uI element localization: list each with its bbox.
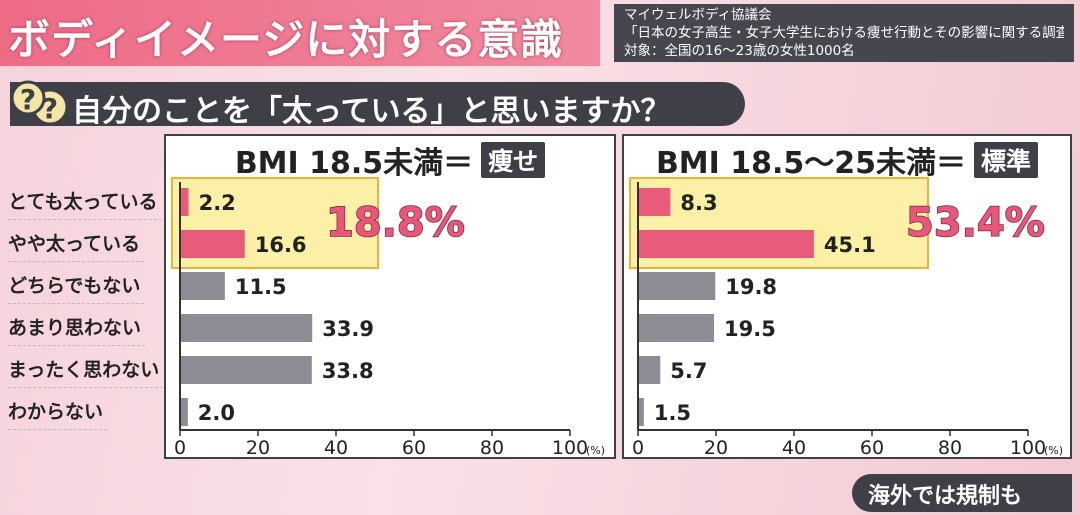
data-label: 1.5 [654,401,691,425]
bar [180,230,245,258]
category-label: とても太っている [8,191,162,220]
category-label: まったく思わない [8,359,164,388]
svg-text:?: ? [20,83,36,116]
chart-title-main: BMI 18.5未満＝ [234,146,474,181]
source-organization: マイウェルボディ協議会 [624,7,772,23]
highlight-total: 18.8% [326,200,465,246]
source-target: 対象：全国の16〜23歳の女性1000名 [624,43,855,59]
bar [180,188,189,216]
category-label: やや太っている [8,233,145,262]
data-label: 33.8 [322,359,374,383]
category-label: わからない [8,401,108,430]
chart-title: BMI 18.5〜25未満＝ 標準 [624,138,1070,181]
svg-text:?: ? [42,92,58,125]
question-band [10,82,745,126]
data-label: 33.9 [322,317,374,341]
x-tick-label: 20 [704,437,728,459]
data-label: 45.1 [824,233,876,257]
chart-title: BMI 18.5未満＝ 痩せ [166,138,614,181]
question-marks-icon: ? ? [10,80,66,126]
chart-title-main: BMI 18.5〜25未満＝ [655,146,967,181]
x-tick-label: 100 [1010,437,1046,459]
axis-unit: (%) [586,444,605,457]
x-tick-label: 80 [480,437,504,459]
footer-band [852,474,1072,512]
category-label: あまり思わない [8,317,146,346]
bar [638,230,814,258]
x-tick-label: 40 [324,437,348,459]
x-tick-label: 0 [632,437,644,459]
bar [638,188,671,216]
source-survey-title: 「日本の女子高生・女子大学生における痩せ行動とその影響に関する調査」 [624,25,1064,41]
data-label: 5.7 [670,359,707,383]
data-label: 16.6 [255,233,307,257]
category-label: どちらでもない [8,275,145,304]
data-label: 11.5 [235,275,287,299]
chart-title-tag: 標準 [974,142,1039,178]
x-tick-label: 40 [782,437,806,459]
x-tick-label: 100 [552,437,588,459]
highlight-total: 53.4% [906,200,1045,246]
bar [638,398,644,426]
data-label: 2.0 [198,401,235,425]
data-label: 19.5 [724,317,776,341]
footer-text: 海外では規制も [868,484,1023,509]
x-tick-label: 80 [938,437,962,459]
x-tick-label: 0 [174,437,186,459]
axis-unit: (%) [1044,444,1063,457]
question-text: 自分のことを「太っている」と思いますか？ [72,94,671,129]
bar [638,356,661,384]
bar [180,272,225,300]
chart-title-tag: 痩せ [481,142,546,178]
data-label: 8.3 [680,191,717,215]
bar [180,314,313,342]
x-tick-label: 60 [402,437,426,459]
source-box: マイウェルボディ協議会 「日本の女子高生・女子大学生における痩せ行動とその影響に… [614,4,1074,62]
x-tick-label: 60 [860,437,884,459]
x-tick-label: 20 [246,437,270,459]
data-label: 19.8 [725,275,777,299]
bar [638,272,716,300]
bar [180,356,312,384]
bar [180,398,188,426]
title-band: ボディイメージに対する意識 [0,0,600,66]
bar [638,314,715,342]
data-label: 2.2 [199,191,236,215]
page-title: ボディイメージに対する意識 [8,15,564,64]
